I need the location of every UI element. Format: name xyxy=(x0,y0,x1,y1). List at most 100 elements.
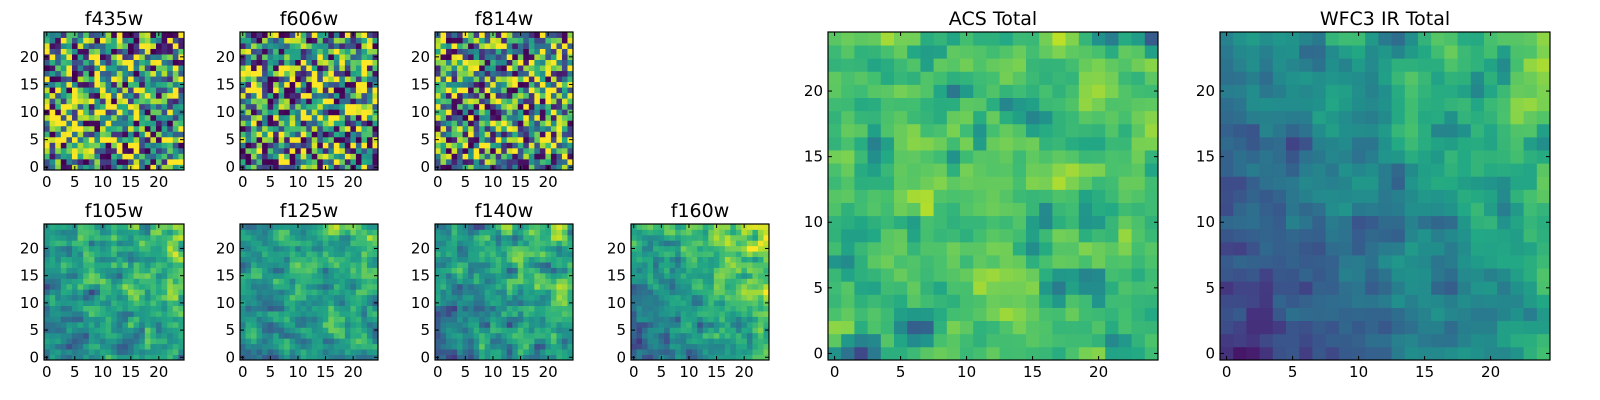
panel-title: f105w xyxy=(85,200,144,222)
heatmap-cell xyxy=(256,136,263,143)
heatmap-cell xyxy=(172,321,179,328)
heatmap-cell xyxy=(539,70,546,77)
heatmap-cell xyxy=(523,81,530,88)
heatmap-cell xyxy=(88,300,95,306)
heatmap-cell xyxy=(116,54,123,60)
heatmap-cell xyxy=(172,136,179,143)
heatmap-cell xyxy=(133,164,140,171)
heatmap-cell xyxy=(741,229,748,236)
heatmap-cell xyxy=(752,311,759,317)
heatmap-cell xyxy=(479,70,486,77)
heatmap-cell xyxy=(691,245,698,252)
heatmap-cell xyxy=(713,305,720,312)
heatmap-cell xyxy=(128,59,134,66)
heatmap-cell xyxy=(128,332,134,339)
heatmap-cell xyxy=(306,278,313,285)
heatmap-cell xyxy=(550,153,557,160)
heatmap-cell xyxy=(501,272,508,279)
heatmap-cell xyxy=(289,98,296,105)
heatmap-cell xyxy=(490,37,497,44)
heatmap-cell xyxy=(94,278,101,285)
heatmap-cell xyxy=(1039,150,1053,164)
heatmap-cell xyxy=(550,251,557,258)
heatmap-cell xyxy=(752,272,759,279)
heatmap-cell xyxy=(528,37,535,44)
heatmap-cell xyxy=(669,343,676,350)
heatmap-cell xyxy=(735,327,742,334)
heatmap-cell xyxy=(490,305,497,312)
heatmap-cell xyxy=(484,81,491,88)
heatmap-cell xyxy=(251,70,257,77)
heatmap-cell xyxy=(561,240,568,247)
heatmap-cell xyxy=(545,59,552,66)
heatmap-cell xyxy=(490,59,497,66)
heatmap-cell xyxy=(841,255,855,269)
heatmap-cell xyxy=(44,267,50,274)
heatmap-cell xyxy=(435,103,441,110)
heatmap-cell xyxy=(907,346,921,361)
heatmap-cell xyxy=(484,338,491,345)
heatmap-cell xyxy=(60,332,67,339)
heatmap-cell xyxy=(88,70,95,77)
heatmap-cell xyxy=(675,272,682,279)
heatmap-cell xyxy=(100,109,106,116)
heatmap-cell xyxy=(440,229,447,236)
heatmap-cell xyxy=(55,343,62,350)
heatmap-cell xyxy=(490,289,497,296)
heatmap-cell xyxy=(306,338,313,345)
heatmap-cell xyxy=(763,267,770,274)
heatmap-cell xyxy=(440,158,447,165)
heatmap-cell xyxy=(317,76,324,83)
heatmap-cell xyxy=(501,278,508,285)
heatmap-cell xyxy=(462,120,469,127)
heatmap-cell xyxy=(111,76,118,83)
heatmap-cell xyxy=(636,245,643,252)
heatmap-cell xyxy=(457,65,463,72)
heatmap-cell xyxy=(713,327,720,334)
x-tick-label: 5 xyxy=(461,173,471,191)
heatmap-cell xyxy=(479,229,486,236)
heatmap-cell xyxy=(284,136,291,143)
heatmap-cell xyxy=(631,283,637,290)
heatmap-cell xyxy=(178,92,185,99)
heatmap-cell xyxy=(462,98,469,105)
heatmap-cell xyxy=(256,283,263,290)
heatmap-cell xyxy=(128,262,134,268)
heatmap-cell xyxy=(719,251,726,258)
heatmap-cell xyxy=(322,92,329,99)
heatmap-cell xyxy=(111,158,118,165)
heatmap-cell xyxy=(539,81,546,88)
heatmap-cell xyxy=(468,245,475,252)
heatmap-cell xyxy=(495,251,502,258)
heatmap-cell xyxy=(72,48,78,55)
heatmap-cell xyxy=(111,256,118,263)
heatmap-cell xyxy=(545,43,552,49)
heatmap-cell xyxy=(713,338,720,345)
heatmap-cell xyxy=(495,120,502,127)
heatmap-cell xyxy=(72,65,78,72)
heatmap-cell xyxy=(366,158,373,165)
heatmap-cell xyxy=(1039,215,1053,230)
heatmap-cell xyxy=(501,224,508,230)
heatmap-cell xyxy=(278,251,285,258)
heatmap-cell xyxy=(55,262,62,268)
heatmap-cell xyxy=(719,256,726,263)
heatmap-cell xyxy=(691,311,698,317)
heatmap-cell xyxy=(350,103,357,110)
heatmap-cell xyxy=(647,349,654,355)
heatmap-cell xyxy=(144,354,151,361)
heatmap-cell xyxy=(517,158,524,165)
heatmap-cell xyxy=(556,37,563,44)
heatmap-cell xyxy=(894,215,908,230)
heatmap-cell xyxy=(642,354,648,361)
heatmap-cell xyxy=(446,114,452,121)
heatmap-cell xyxy=(960,202,974,217)
heatmap-cell xyxy=(828,294,842,308)
heatmap-cell xyxy=(116,240,123,247)
heatmap-cell xyxy=(178,37,185,44)
heatmap-cell xyxy=(867,163,882,177)
heatmap-cell xyxy=(317,65,324,72)
heatmap-cell xyxy=(457,245,463,252)
heatmap-cell xyxy=(83,92,90,99)
heatmap-cell xyxy=(105,245,112,252)
